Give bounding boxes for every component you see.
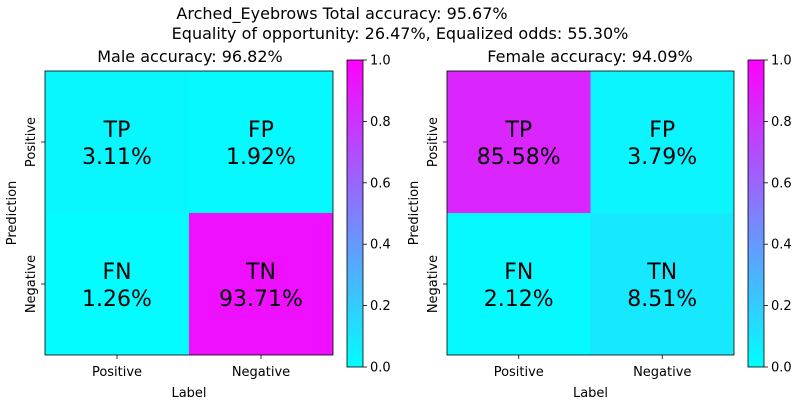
colorbar [747, 59, 765, 368]
colorbar-tick-label: 0.0 [771, 361, 792, 376]
y-axis-label: Prediction [407, 181, 422, 246]
x-tick-label: Negative [232, 365, 290, 380]
cell-label-fn: FN [504, 260, 533, 285]
cell-value-tp: 85.58% [477, 145, 561, 170]
axes-frame [44, 70, 334, 356]
cell-value-fn: 2.12% [484, 287, 554, 312]
cell-fp [189, 71, 333, 213]
colorbar-tick-label: 0.4 [370, 238, 391, 253]
x-tick-label: Positive [92, 365, 142, 380]
x-axis-label: Label [171, 386, 206, 400]
y-tick-label: Positive [24, 117, 39, 167]
colorbar-tick-label: 0.2 [370, 299, 391, 314]
panel-title: Male accuracy: 96.82% [97, 47, 283, 66]
suptitle-line-1: Arched_Eyebrows Total accuracy: 95.67% [176, 4, 507, 24]
cell-value-tn: 8.51% [627, 287, 697, 312]
colorbar-tick-label: 1.0 [370, 54, 391, 69]
x-tick-label: Positive [494, 365, 544, 380]
cell-tn [189, 213, 333, 355]
colorbar-tick-label: 0.2 [771, 299, 792, 314]
y-tick-label: Negative [24, 255, 39, 313]
cell-label-tp: TP [504, 118, 532, 143]
axes-frame [446, 70, 735, 356]
cell-fp [590, 71, 734, 213]
cell-value-fn: 1.26% [82, 287, 152, 312]
colorbar-tick-label: 1.0 [771, 54, 792, 69]
colorbar-tick-label: 0.6 [370, 176, 391, 191]
cell-tp [447, 71, 591, 213]
cell-fn [45, 213, 189, 355]
cell-value-fp: 1.92% [226, 145, 296, 170]
colorbar-tick-label: 0.8 [771, 115, 792, 130]
cell-label-tn: TN [646, 260, 677, 285]
y-tick-label: Negative [426, 255, 441, 313]
cell-value-fp: 3.79% [627, 145, 697, 170]
cell-fn [447, 213, 591, 355]
colorbar-tick-label: 0.4 [771, 238, 792, 253]
cell-value-tp: 3.11% [82, 145, 152, 170]
cell-label-fn: FN [102, 260, 131, 285]
cell-value-tn: 93.71% [219, 287, 303, 312]
cell-label-fp: FP [248, 118, 274, 143]
heatmap-panels: Male accuracy: 96.82%TP3.11%FP1.92%FN1.2… [5, 47, 792, 400]
cell-label-fp: FP [649, 118, 675, 143]
y-tick-label: Positive [426, 117, 441, 167]
colorbar [346, 59, 364, 368]
suptitle-line-2: Equality of opportunity: 26.47%, Equaliz… [172, 24, 629, 43]
cell-label-tn: TN [245, 260, 276, 285]
cell-label-tp: TP [103, 118, 131, 143]
panel-1: Male accuracy: 96.82% TP3.11% FP1.92% FN1.2… [5, 47, 391, 400]
x-axis-label: Label [573, 386, 608, 400]
colorbar-tick-label: 0.0 [370, 361, 391, 376]
cell-tn [590, 213, 734, 355]
y-axis-label: Prediction [5, 181, 20, 246]
colorbar-tick-label: 0.8 [370, 115, 391, 130]
colorbar-tick-label: 0.6 [771, 176, 792, 191]
panel-title: Female accuracy: 94.09% [487, 47, 692, 66]
cell-tp [45, 71, 189, 213]
x-tick-label: Negative [633, 365, 691, 380]
